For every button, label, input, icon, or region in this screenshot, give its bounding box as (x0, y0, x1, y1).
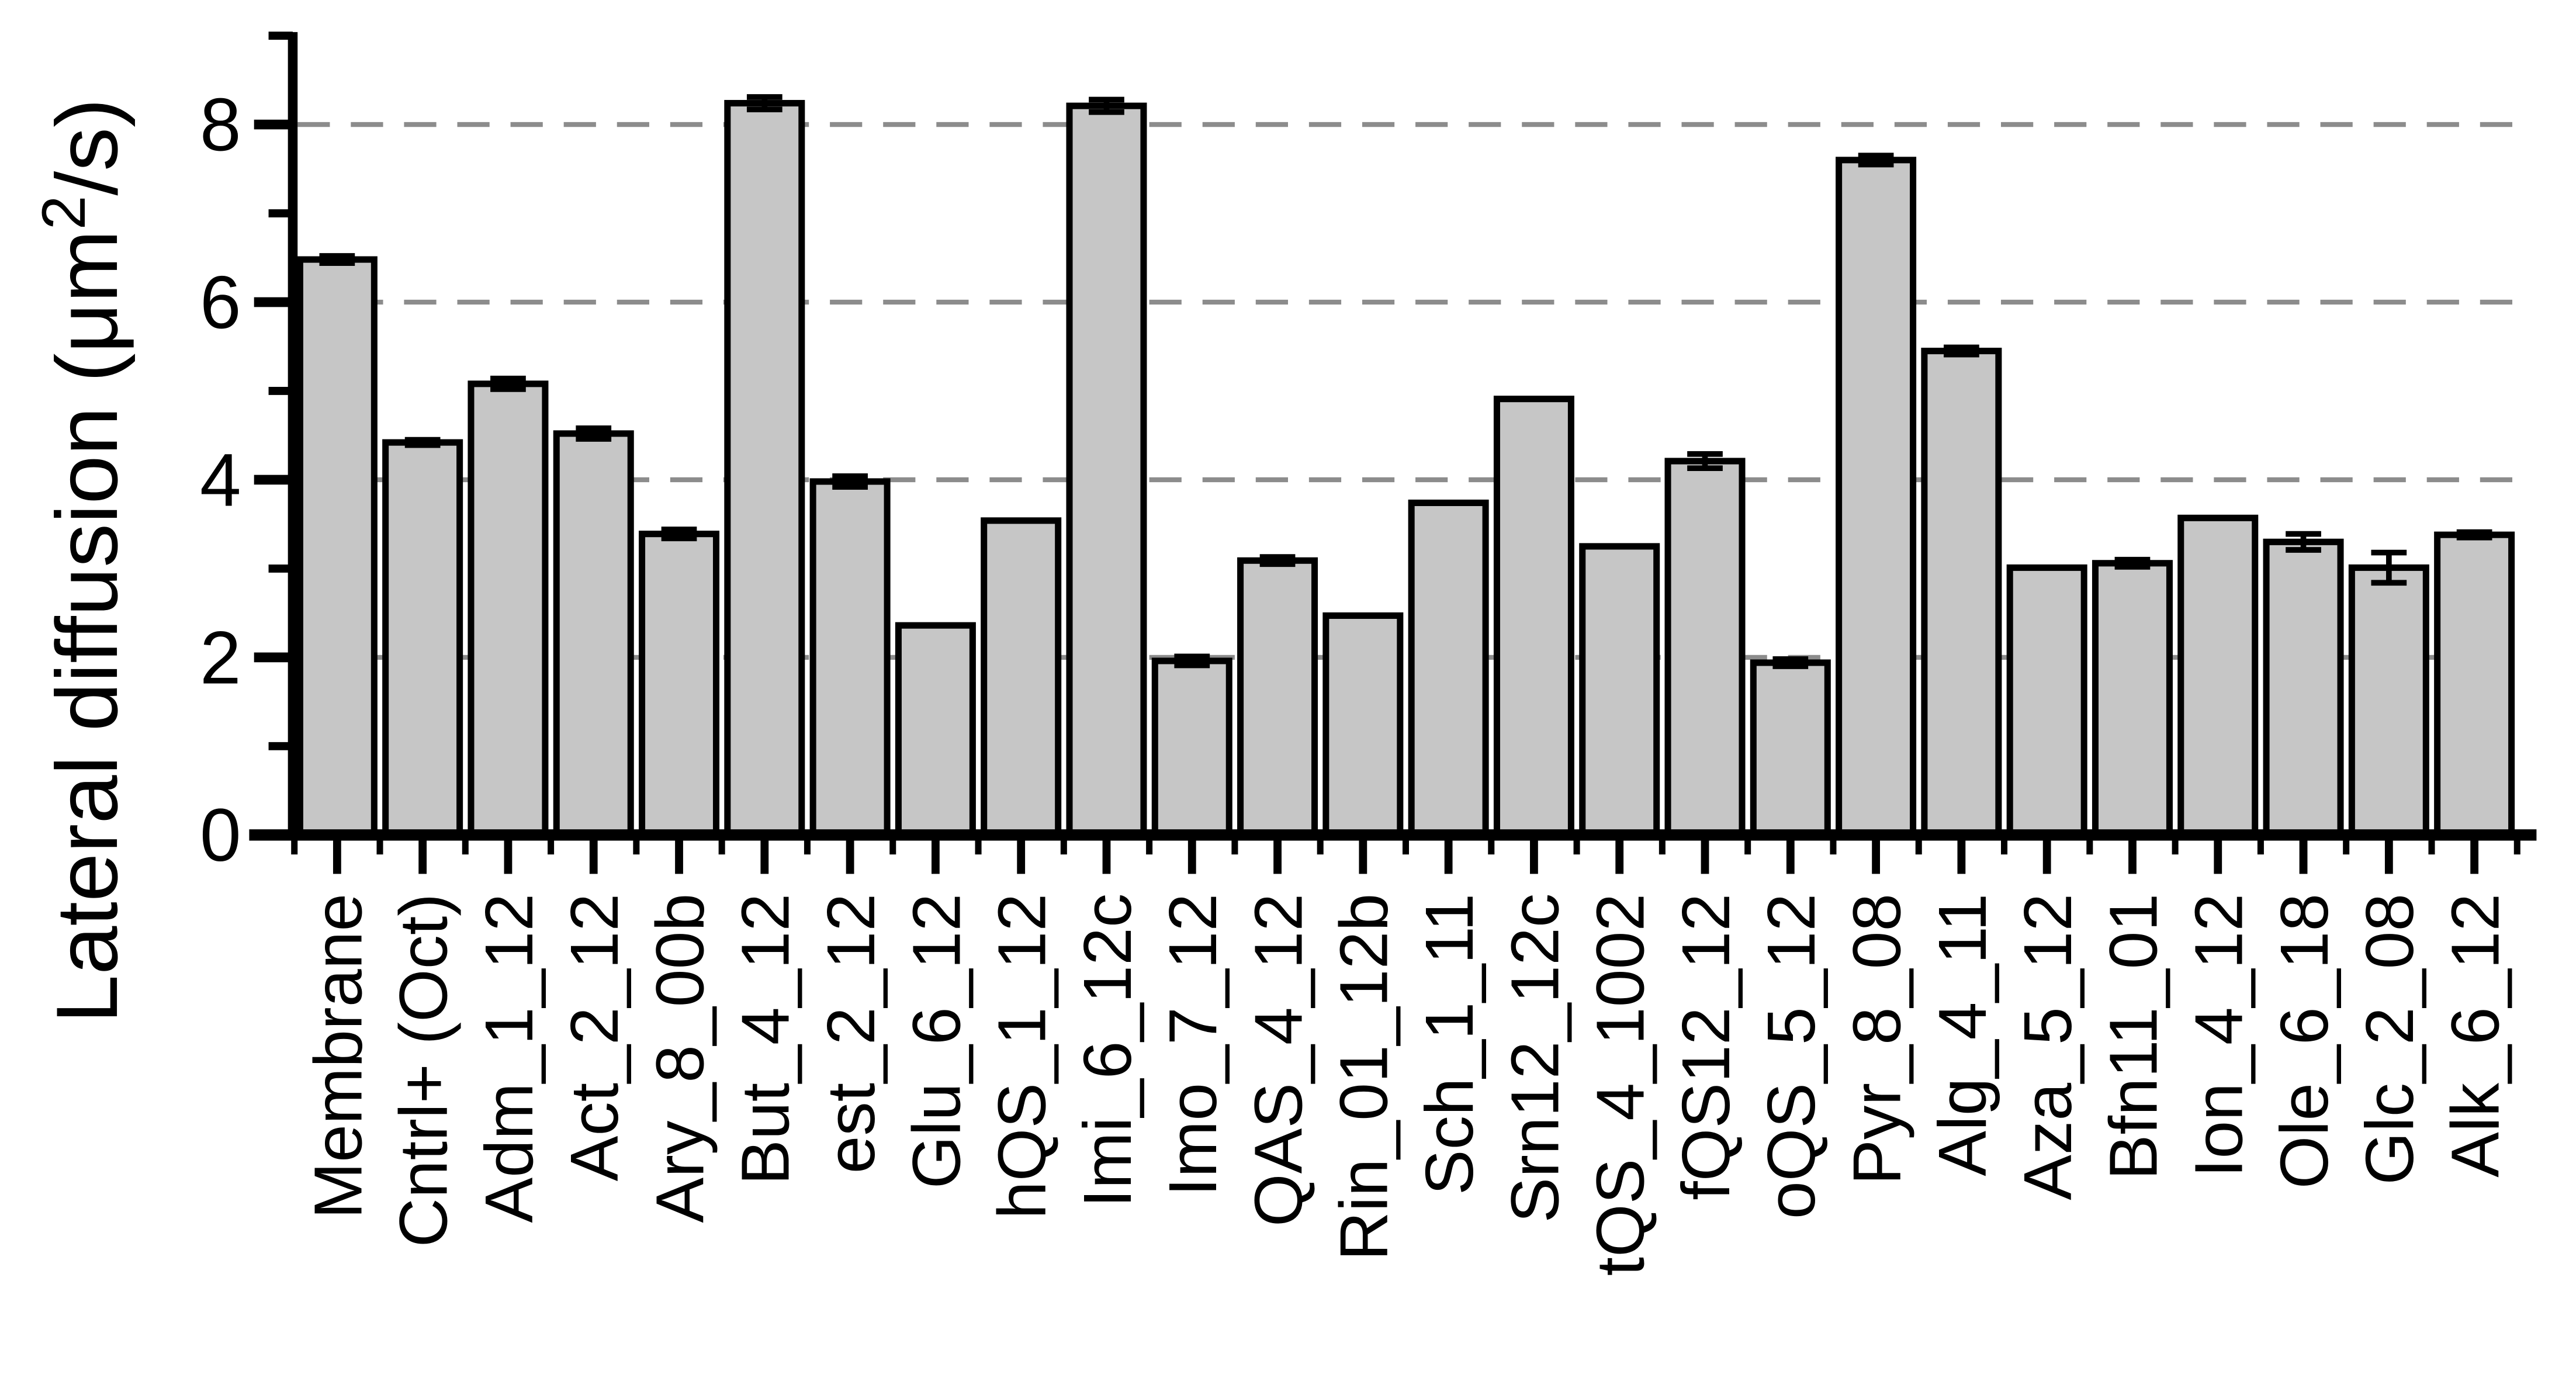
bar-Imi_6_12c (1066, 102, 1147, 839)
y-tick-label-8: 8 (200, 83, 241, 166)
x-tick-label-Imi_6_12c: Imi_6_12c (1069, 894, 1145, 1208)
x-tick-label-est_2_12: est_2_12 (813, 894, 889, 1174)
y-tick-label-6: 6 (200, 261, 241, 344)
x-tick-label-tQS_4_1002: tQS_4_1002 (1583, 894, 1659, 1276)
bar-Rin_01_12b (1322, 612, 1404, 839)
bar-Imo_7_12 (1151, 657, 1232, 839)
x-tick-label-oQS_5_12: oQS_5_12 (1754, 894, 1830, 1219)
bar-Glc_2_08 (2348, 564, 2429, 839)
x-tick-label-Ion_4_12: Ion_4_12 (2181, 894, 2257, 1178)
y-tick-label-2: 2 (200, 616, 241, 699)
x-tick-label-fQS12_12: fQS12_12 (1668, 894, 1744, 1200)
bar-Bfn11_01 (2092, 560, 2173, 839)
x-tick-label-Glc_2_08: Glc_2_08 (2352, 894, 2428, 1185)
y-axis-title: Lateral diffusion (μm2/s) (30, 98, 136, 1023)
x-tick-label-Imo_7_12: Imo_7_12 (1155, 894, 1231, 1197)
bar-fQS12_12 (1664, 458, 1746, 839)
bar-Ole_6_18 (2263, 538, 2344, 839)
bar-Alk_6_12 (2434, 531, 2515, 839)
bar-But_4_12 (724, 100, 805, 839)
bar-hQS_1_12 (981, 517, 1062, 839)
x-tick-label-Aza_5_12: Aza_5_12 (2010, 894, 2086, 1200)
x-tick-label-Rin_01_12b: Rin_01_12b (1326, 894, 1402, 1261)
x-tick-label-Pyr_8_08: Pyr_8_08 (1839, 894, 1915, 1185)
bar-Adm_1_12 (468, 380, 549, 839)
x-tick-label-Sch_1_11: Sch_1_11 (1411, 894, 1487, 1195)
bar-oQS_5_12 (1750, 659, 1831, 839)
y-tick-label-0: 0 (200, 794, 241, 877)
bar-Ion_4_12 (2177, 514, 2259, 839)
chart-canvas: 0 2 4 6 8 Membrane Cntrl+ (Oct) Adm_1_12 Act_2_1… (30, 32, 2537, 1276)
y-tick-label-4: 4 (200, 438, 241, 521)
bar-Pyr_8_08 (1836, 157, 1917, 839)
bar-Membrane (296, 256, 378, 839)
x-tick-label-Bfn11_01: Bfn11_01 (2096, 894, 2172, 1180)
x-tick-label-Alk_6_12: Alk_6_12 (2437, 894, 2513, 1178)
bar-Ary_8_00b (639, 531, 720, 839)
bar-Sch_1_11 (1408, 499, 1489, 839)
x-tick-label-Adm_1_12: Adm_1_12 (471, 894, 547, 1223)
x-tick-label-Ole_6_18: Ole_6_18 (2266, 894, 2342, 1189)
bar-Srn12_12c (1493, 396, 1574, 839)
bar-Aza_5_12 (2006, 564, 2087, 839)
bar-tQS_4_1002 (1579, 543, 1660, 839)
bar-Glu_6_12 (895, 622, 976, 839)
x-tick-label-Membrane: Membrane (300, 894, 376, 1219)
x-tick-label-Glu_6_12: Glu_6_12 (899, 894, 975, 1189)
x-tick-label-Cntrl+ (Oct): Cntrl+ (Oct) (386, 894, 462, 1248)
x-tick-label-Ary_8_00b: Ary_8_00b (642, 894, 718, 1223)
bar-chart-figure: 0 2 4 6 8 Membrane Cntrl+ (Oct) Adm_1_12 Act_2_1… (23, 9, 2553, 1369)
x-tick-label-hQS_1_12: hQS_1_12 (984, 894, 1060, 1219)
x-tick-label-Srn12_12c: Srn12_12c (1497, 894, 1573, 1223)
x-tick-label-Act_2_12: Act_2_12 (556, 894, 632, 1182)
x-tick-label-But_4_12: But_4_12 (728, 894, 804, 1185)
bar-est_2_12 (809, 478, 891, 839)
x-tick-label-QAS_4_12: QAS_4_12 (1241, 894, 1317, 1227)
bar-Cntrl+ (Oct) (382, 439, 463, 839)
bar-QAS_4_12 (1237, 557, 1318, 839)
bar-Alg_4_11 (1921, 348, 2002, 839)
x-tick-label-Alg_4_11: Alg_4_11 (1924, 894, 2000, 1176)
bar-Act_2_12 (553, 430, 634, 839)
